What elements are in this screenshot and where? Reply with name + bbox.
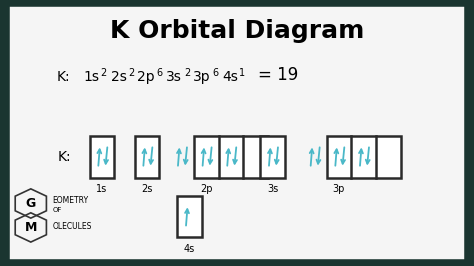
- Text: OLECULES: OLECULES: [53, 222, 92, 231]
- Bar: [177, 196, 202, 238]
- Text: 2: 2: [184, 68, 190, 78]
- Text: 3s: 3s: [166, 70, 182, 84]
- Text: 1s: 1s: [83, 70, 99, 84]
- Text: EOMETRY: EOMETRY: [53, 196, 89, 205]
- Bar: [135, 136, 159, 178]
- Bar: [194, 136, 268, 178]
- Text: 2: 2: [128, 68, 135, 78]
- Text: 2p: 2p: [200, 184, 212, 194]
- Text: 2s: 2s: [111, 70, 127, 84]
- Text: 6: 6: [212, 68, 219, 78]
- Text: K Orbital Diagram: K Orbital Diagram: [110, 19, 364, 43]
- Text: 3s: 3s: [267, 184, 278, 194]
- Bar: [327, 136, 401, 178]
- Text: 1s: 1s: [96, 184, 108, 194]
- Text: 1: 1: [239, 68, 245, 78]
- Text: 2: 2: [100, 68, 107, 78]
- Text: K:: K:: [57, 150, 71, 164]
- Text: 3p: 3p: [193, 70, 211, 84]
- Text: 6: 6: [156, 68, 163, 78]
- Text: 2p: 2p: [137, 70, 155, 84]
- Text: 4s: 4s: [222, 70, 237, 84]
- Text: 2s: 2s: [141, 184, 153, 194]
- Bar: [90, 136, 114, 178]
- Text: M: M: [25, 221, 37, 234]
- Text: OF: OF: [53, 207, 62, 213]
- Text: 4s: 4s: [184, 244, 195, 254]
- Bar: [260, 136, 285, 178]
- Text: 3p: 3p: [333, 184, 345, 194]
- Text: K:: K:: [57, 70, 71, 84]
- Text: G: G: [26, 197, 36, 210]
- Text: = 19: = 19: [258, 66, 299, 84]
